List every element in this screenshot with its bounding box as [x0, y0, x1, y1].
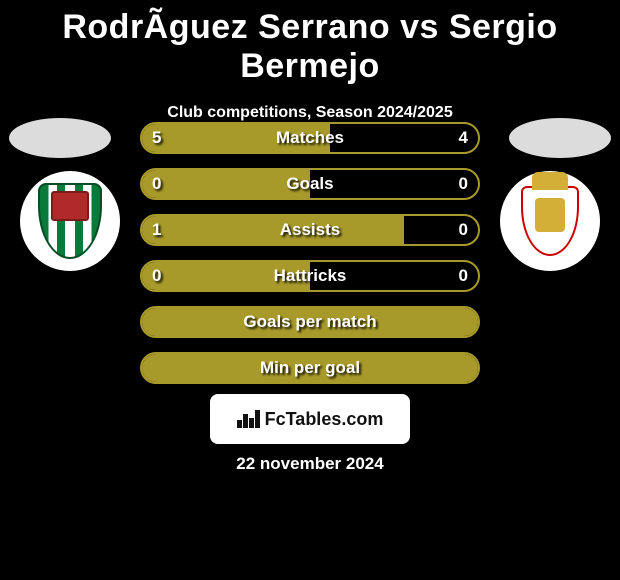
- stat-label: Goals: [142, 170, 478, 198]
- brand-text: FcTables.com: [265, 409, 384, 430]
- player-photo-right: [509, 118, 611, 158]
- stat-bars: 54Matches 00Goals 10Assists 00Hattricks Goal…: [140, 122, 480, 398]
- bar-chart-icon: [237, 410, 259, 428]
- player-photo-left: [9, 118, 111, 158]
- page-title: RodrÃ­guez Serrano vs Sergio Bermejo: [0, 0, 620, 86]
- stat-row: Goals per match: [140, 306, 480, 338]
- stat-row: Min per goal: [140, 352, 480, 384]
- stat-row: 10Assists: [140, 214, 480, 246]
- stat-label: Assists: [142, 216, 478, 244]
- stat-label: Goals per match: [142, 308, 478, 336]
- club-crest-right: [500, 171, 600, 271]
- date-text: 22 november 2024: [0, 454, 620, 474]
- stat-row: 00Goals: [140, 168, 480, 200]
- stat-label: Min per goal: [142, 354, 478, 382]
- stat-row: 54Matches: [140, 122, 480, 154]
- shield-icon: [521, 186, 579, 256]
- shield-icon: [38, 183, 102, 259]
- brand-badge: FcTables.com: [210, 394, 410, 444]
- stat-label: Matches: [142, 124, 478, 152]
- page-subtitle: Club competitions, Season 2024/2025: [0, 104, 620, 122]
- stat-label: Hattricks: [142, 262, 478, 290]
- stat-row: 00Hattricks: [140, 260, 480, 292]
- club-crest-left: [20, 171, 120, 271]
